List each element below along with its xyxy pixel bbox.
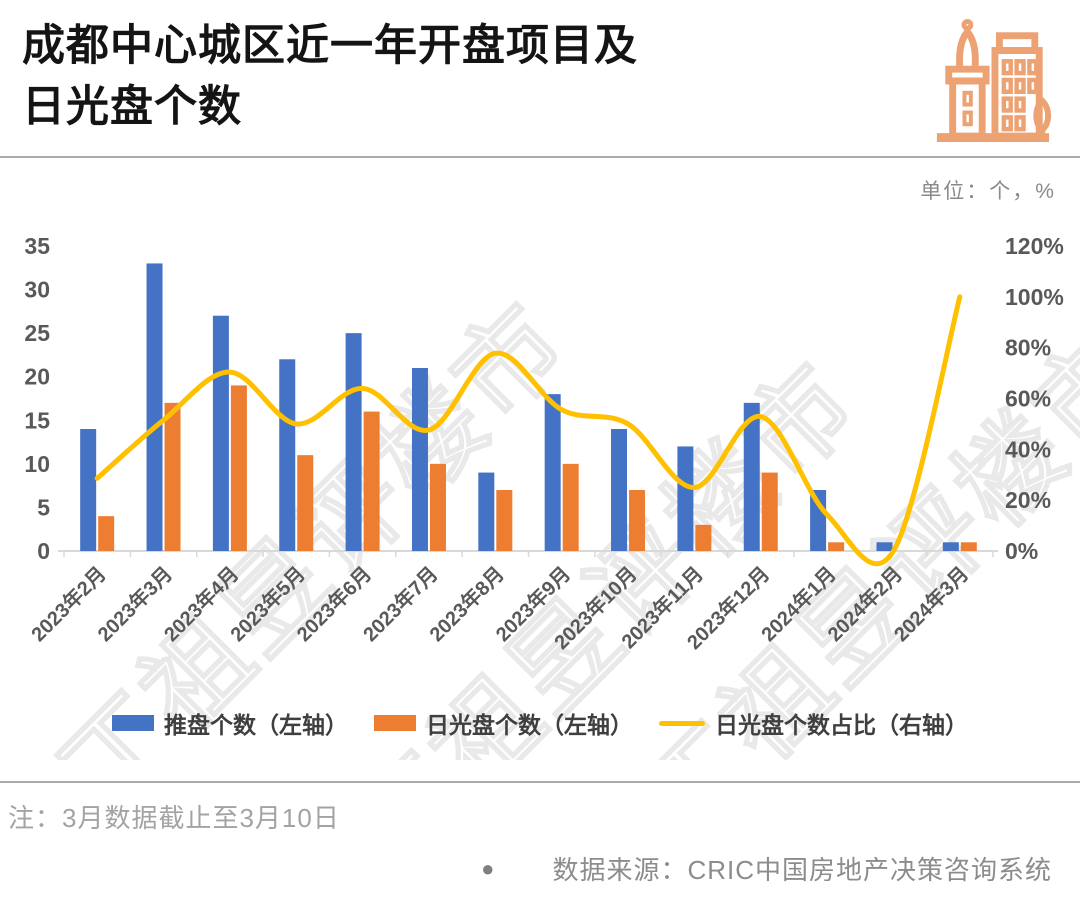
right-axis-tick-label: 20% — [1005, 487, 1051, 513]
combo-chart: 丁祖昱评楼市丁祖昱评楼市丁祖昱评楼市 051015202530350%20%40… — [0, 200, 1080, 760]
data-source-text: 数据来源：CRIC中国房地产决策咨询系统 — [552, 855, 1052, 885]
chart-legend: 推盘个数（左轴） 日光盘个数（左轴） 日光盘个数占比（右轴） — [0, 706, 1080, 740]
bar-sellout-launches — [695, 524, 712, 551]
data-source-row: ● 数据来源：CRIC中国房地产决策咨询系统 — [0, 850, 1052, 887]
bar-total-launches — [942, 542, 959, 551]
legend-item: 日光盘个数占比（右轴） — [659, 706, 968, 740]
left-axis-tick-label: 20 — [24, 364, 50, 390]
bar-total-launches — [146, 263, 163, 551]
chart-plot-area: 051015202530350%20%40%60%80%100%120%2023… — [24, 233, 1064, 654]
left-axis-tick-label: 5 — [37, 494, 50, 520]
right-axis-tick-label: 40% — [1005, 436, 1051, 462]
bar-total-launches — [478, 472, 495, 551]
bar-total-launches — [611, 429, 628, 551]
right-axis-tick-label: 100% — [1005, 284, 1064, 310]
footer-divider — [0, 781, 1080, 783]
legend-label: 日光盘个数（左轴） — [426, 712, 633, 738]
bar-sellout-launches — [363, 411, 380, 551]
legend-item: 推盘个数（左轴） — [112, 706, 348, 740]
bar-total-launches — [80, 429, 97, 551]
bar-sellout-launches — [828, 542, 845, 551]
source-bullet-icon: ● — [481, 855, 495, 881]
header-divider — [0, 156, 1080, 158]
bar-total-launches — [677, 446, 694, 551]
right-axis-tick-label: 80% — [1005, 335, 1051, 361]
left-axis-tick-label: 25 — [24, 320, 50, 346]
bar-total-launches — [345, 333, 362, 551]
unit-label: 单位：个，% — [920, 180, 1056, 203]
legend-swatch-icon — [112, 715, 154, 731]
header: 成都中心城区近一年开盘项目及 日光盘个数 — [22, 16, 920, 138]
page-title-line2: 日光盘个数 — [22, 83, 242, 132]
bar-sellout-launches — [629, 490, 646, 551]
bar-sellout-launches — [98, 516, 115, 551]
bar-sellout-launches — [429, 463, 446, 551]
bar-total-launches — [876, 542, 893, 551]
legend-swatch-icon — [374, 715, 416, 731]
legend-label: 推盘个数（左轴） — [164, 712, 348, 738]
left-axis-tick-label: 0 — [37, 538, 50, 564]
right-axis-tick-label: 120% — [1005, 233, 1064, 259]
bar-sellout-launches — [164, 402, 181, 551]
right-axis-tick-label: 0% — [1005, 538, 1038, 564]
legend-item: 日光盘个数（左轴） — [374, 706, 633, 740]
bar-sellout-launches — [761, 472, 778, 551]
legend-line-marker-icon — [659, 720, 705, 726]
right-axis-tick-label: 60% — [1005, 386, 1051, 412]
buildings-icon — [936, 18, 1052, 142]
left-axis-tick-label: 35 — [24, 233, 50, 259]
line-sellout-ratio — [94, 294, 963, 567]
bar-total-launches — [743, 402, 760, 551]
page-title-line1: 成都中心城区近一年开盘项目及 — [22, 22, 638, 70]
bar-total-launches — [411, 368, 428, 551]
left-axis-tick-label: 30 — [24, 277, 50, 303]
left-axis-tick-label: 15 — [24, 407, 50, 433]
bar-total-launches — [212, 315, 229, 551]
bar-total-launches — [279, 359, 296, 551]
footnote: 注：3月数据截止至3月10日 — [8, 803, 340, 833]
bar-sellout-launches — [230, 385, 247, 551]
bar-sellout-launches — [562, 463, 579, 551]
left-axis-tick-label: 10 — [24, 451, 50, 477]
bar-sellout-launches — [297, 455, 314, 551]
legend-label: 日光盘个数占比（右轴） — [715, 712, 968, 738]
bar-sellout-launches — [960, 542, 977, 551]
bar-total-launches — [544, 394, 561, 551]
bar-sellout-launches — [496, 490, 513, 551]
